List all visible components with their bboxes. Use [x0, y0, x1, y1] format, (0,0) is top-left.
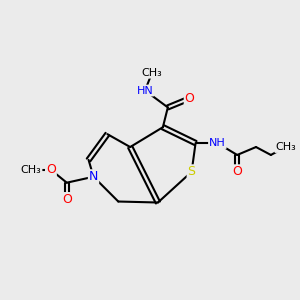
Text: HN: HN	[137, 85, 153, 96]
Text: CH₃: CH₃	[142, 68, 162, 78]
Text: O: O	[185, 92, 195, 105]
Text: O: O	[46, 163, 56, 176]
Text: S: S	[188, 165, 196, 178]
Text: O: O	[62, 193, 72, 206]
Text: CH₃: CH₃	[21, 165, 41, 175]
Text: CH₃: CH₃	[275, 142, 296, 152]
Text: O: O	[232, 165, 242, 178]
Text: NH: NH	[209, 138, 226, 148]
Text: N: N	[89, 170, 98, 183]
